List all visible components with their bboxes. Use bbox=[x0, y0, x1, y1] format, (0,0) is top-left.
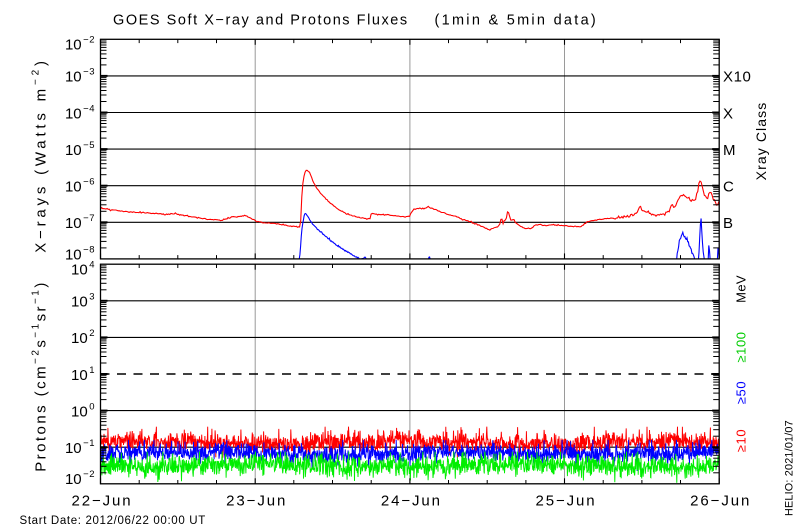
svg-text:(1min & 5min data): (1min & 5min data) bbox=[435, 13, 599, 29]
svg-text:26−Jun: 26−Jun bbox=[690, 493, 751, 510]
svg-text:M: M bbox=[723, 142, 736, 159]
svg-text:24−Jun: 24−Jun bbox=[381, 493, 442, 510]
svg-text:≥10: ≥10 bbox=[734, 429, 749, 452]
svg-text:≥50: ≥50 bbox=[734, 381, 749, 404]
svg-text:X: X bbox=[723, 105, 734, 122]
svg-text:Xray Class: Xray Class bbox=[753, 102, 769, 181]
svg-text:≥100: ≥100 bbox=[734, 331, 749, 362]
svg-text:MeV: MeV bbox=[734, 275, 749, 303]
svg-text:C: C bbox=[723, 179, 734, 196]
svg-text:Protons (cm−2s−1sr−1): Protons (cm−2s−1sr−1) bbox=[31, 280, 50, 472]
svg-text:25−Jun: 25−Jun bbox=[535, 493, 596, 510]
svg-text:B: B bbox=[723, 215, 734, 232]
svg-text:X−rays (Watts m−2): X−rays (Watts m−2) bbox=[31, 57, 50, 253]
svg-text:Start Date: 2012/06/22 00:00 U: Start Date: 2012/06/22 00:00 UT bbox=[20, 515, 206, 527]
svg-text:X10: X10 bbox=[723, 69, 752, 86]
svg-text:23−Jun: 23−Jun bbox=[226, 493, 287, 510]
svg-text:HELIO: 2021/01/07: HELIO: 2021/01/07 bbox=[784, 420, 796, 516]
svg-text:22−Jun: 22−Jun bbox=[71, 493, 132, 510]
svg-text:GOES Soft X−ray and Protons Fl: GOES Soft X−ray and Protons Fluxes bbox=[113, 13, 409, 29]
